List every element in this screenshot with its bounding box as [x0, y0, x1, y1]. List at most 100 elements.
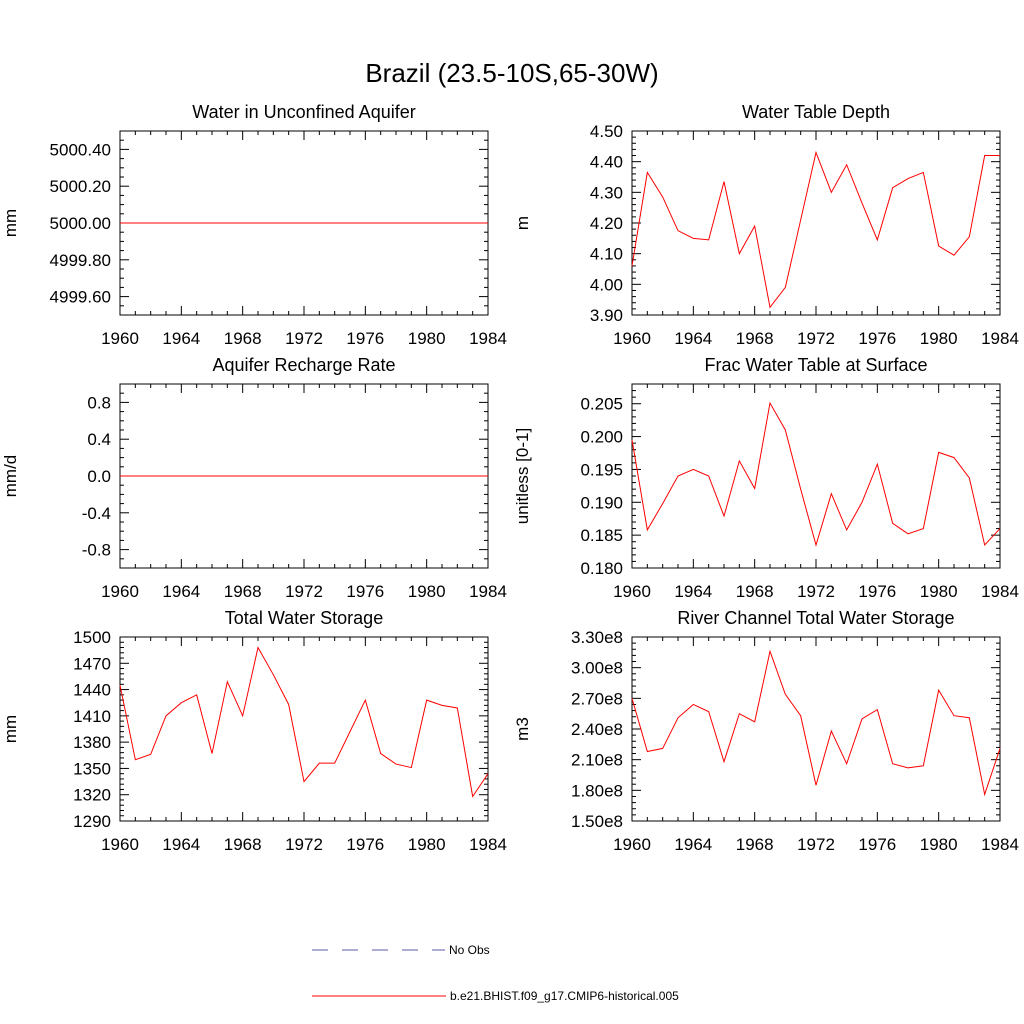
legend-label-model: b.e21.BHIST.f09_g17.CMIP6-historical.005 — [450, 989, 679, 1003]
x-tick-label: 1984 — [469, 582, 507, 601]
panel-title: Aquifer Recharge Rate — [212, 355, 395, 375]
x-tick-label: 1980 — [920, 329, 958, 348]
x-tick-label: 1964 — [162, 582, 200, 601]
x-tick-label: 1960 — [613, 329, 651, 348]
y-tick-label: -0.8 — [82, 541, 111, 560]
y-tick-label: 3.90 — [590, 306, 623, 325]
x-tick-label: 1980 — [920, 582, 958, 601]
x-tick-label: 1968 — [224, 582, 262, 601]
y-tick-label: 1410 — [73, 707, 111, 726]
y-tick-label: 2.10e8 — [571, 751, 623, 770]
x-tick-label: 1964 — [162, 329, 200, 348]
series-line — [631, 150, 1000, 309]
x-tick-label: 1976 — [858, 582, 896, 601]
y-tick-label: 0.190 — [580, 493, 623, 512]
y-tick-label: 1290 — [73, 812, 111, 831]
chart-panel-6: River Channel Total Water Storage m3 1960 1… — [513, 608, 1019, 854]
y-tick-label: 0.185 — [580, 526, 623, 545]
x-tick-label: 1984 — [469, 835, 507, 854]
x-tick-label: 1984 — [981, 835, 1019, 854]
series-line — [631, 401, 1001, 547]
y-tick-label: 5000.20 — [50, 177, 111, 196]
y-axis-label: mm/d — [1, 455, 20, 498]
series-line — [119, 646, 489, 798]
x-tick-label: 1960 — [613, 835, 651, 854]
y-tick-label: 0.0 — [87, 467, 111, 486]
y-tick-label: 1470 — [73, 654, 111, 673]
y-tick-label: 0.200 — [580, 428, 623, 447]
x-tick-label: 1972 — [285, 329, 323, 348]
legend: No Obs b.e21.BHIST.f09_g17.CMIP6-histori… — [312, 943, 679, 1003]
y-tick-label: 0.4 — [87, 430, 111, 449]
series-line — [631, 649, 1001, 797]
x-tick-label: 1972 — [797, 835, 835, 854]
x-tick-label: 1968 — [736, 329, 774, 348]
x-tick-label: 1964 — [674, 582, 712, 601]
y-tick-label: 1.50e8 — [571, 812, 623, 831]
x-tick-label: 1964 — [162, 835, 200, 854]
x-tick-label: 1968 — [224, 835, 262, 854]
x-tick-label: 1976 — [858, 329, 896, 348]
y-tick-label: 4.50 — [590, 122, 623, 141]
page-title: Brazil (23.5-10S,65-30W) — [365, 58, 658, 88]
y-tick-label: 1380 — [73, 733, 111, 752]
y-axis-label: mm — [1, 209, 20, 237]
y-tick-label: 1.80e8 — [571, 781, 623, 800]
y-tick-label: 4.30 — [590, 183, 623, 202]
y-tick-label: 4.20 — [590, 214, 623, 233]
y-tick-label: 3.30e8 — [571, 628, 623, 647]
x-tick-label: 1968 — [224, 329, 262, 348]
chart-panel-4: Frac Water Table at Surface unitless [0-1… — [513, 355, 1019, 601]
plot-frame — [631, 130, 1001, 316]
legend-label-no-obs: No Obs — [449, 943, 490, 957]
x-tick-label: 1960 — [101, 582, 139, 601]
y-tick-label: 0.195 — [580, 460, 623, 479]
chart-panel-3: Aquifer Recharge Rate mm/d 1960 1964 1968 197… — [1, 355, 507, 601]
plot-frame — [631, 636, 1001, 822]
y-tick-label: 4999.80 — [50, 251, 111, 270]
panel-title: Water in Unconfined Aquifer — [192, 102, 415, 122]
y-tick-label: 0.8 — [87, 393, 111, 412]
y-tick-label: 0.180 — [580, 559, 623, 578]
x-tick-label: 1968 — [736, 835, 774, 854]
y-axis-label: m — [513, 216, 532, 230]
x-tick-label: 1960 — [101, 329, 139, 348]
y-tick-label: 2.70e8 — [571, 689, 623, 708]
plot-frame — [119, 636, 489, 822]
y-axis-label: unitless [0-1] — [513, 428, 532, 524]
y-tick-label: 1500 — [73, 628, 111, 647]
x-tick-label: 1980 — [408, 582, 446, 601]
y-tick-label: 2.40e8 — [571, 720, 623, 739]
panel-title: Total Water Storage — [225, 608, 383, 628]
chart-panel-2: Water Table Depth m 1960 1964 1968 1972 1976 19… — [513, 102, 1019, 348]
y-axis-label: m3 — [513, 717, 532, 741]
panel-title: Frac Water Table at Surface — [704, 355, 927, 375]
x-tick-label: 1964 — [674, 329, 712, 348]
y-tick-label: 0.205 — [580, 395, 623, 414]
x-tick-label: 1960 — [613, 582, 651, 601]
x-tick-label: 1976 — [346, 582, 384, 601]
x-tick-label: 1980 — [408, 835, 446, 854]
x-tick-label: 1972 — [285, 582, 323, 601]
x-tick-label: 1972 — [285, 835, 323, 854]
x-tick-label: 1976 — [858, 835, 896, 854]
x-tick-label: 1960 — [101, 835, 139, 854]
y-tick-label: 1440 — [73, 681, 111, 700]
x-tick-label: 1972 — [797, 329, 835, 348]
y-tick-label: 5000.40 — [50, 140, 111, 159]
y-tick-label: -0.4 — [82, 504, 111, 523]
y-axis-label: mm — [1, 715, 20, 743]
panel-title: Water Table Depth — [742, 102, 890, 122]
x-tick-label: 1980 — [920, 835, 958, 854]
y-tick-label: 4.10 — [590, 245, 623, 264]
chart-panel-5: Total Water Storage mm 1960 1964 1968 1972 197… — [1, 608, 507, 854]
chart-panel-1: Water in Unconfined Aquifer mm 1960 1964 196… — [1, 102, 507, 348]
x-tick-label: 1984 — [981, 329, 1019, 348]
y-tick-label: 4999.60 — [50, 288, 111, 307]
x-tick-label: 1984 — [469, 329, 507, 348]
panel-title: River Channel Total Water Storage — [677, 608, 954, 628]
x-tick-label: 1976 — [346, 835, 384, 854]
x-tick-label: 1964 — [674, 835, 712, 854]
y-tick-label: 1320 — [73, 786, 111, 805]
